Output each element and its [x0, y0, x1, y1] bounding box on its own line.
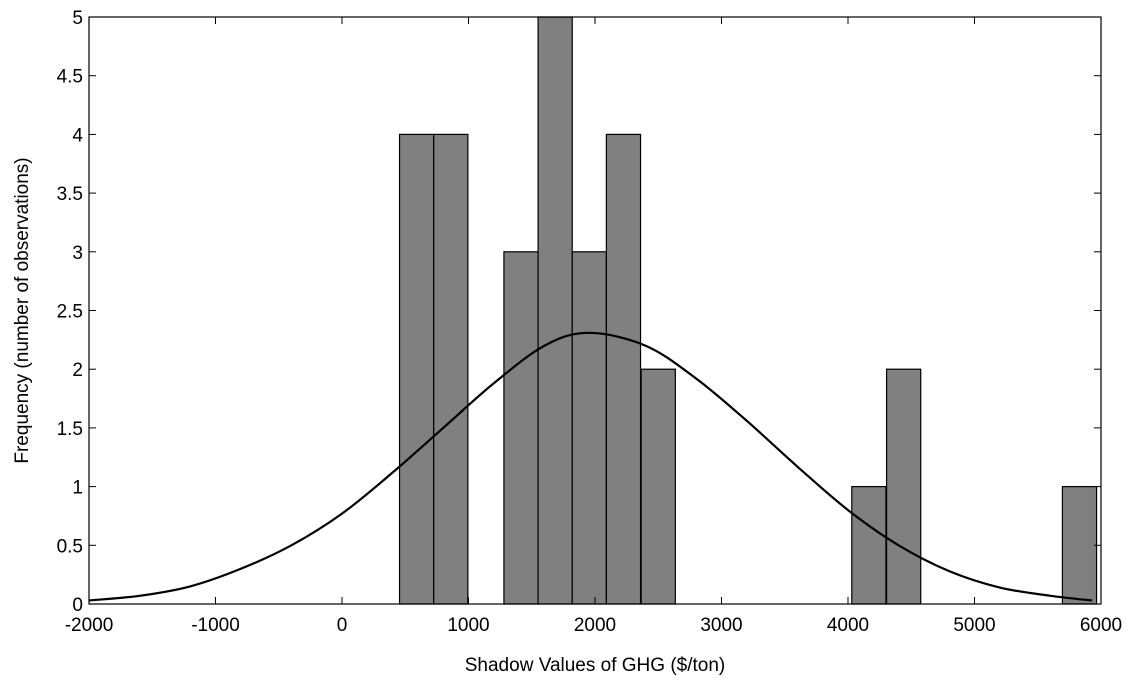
x-tick-label: 0	[337, 615, 348, 636]
x-tick-label: 5000	[953, 615, 995, 636]
y-tick-label: 4.5	[57, 67, 83, 88]
y-axis-label: Frequency (number of observations)	[12, 157, 33, 463]
histogram-bar	[503, 251, 539, 605]
y-tick-label: 1	[72, 478, 83, 499]
y-tick-labels: 0 0.5 1 1.5 2 2.5 3 3.5 4 4.5 5	[57, 8, 84, 616]
y-tick-label: 4	[72, 125, 83, 146]
histogram-bar	[1061, 486, 1098, 605]
histogram-bar	[571, 251, 607, 605]
x-tick-label: -1000	[191, 615, 240, 636]
y-tick-label: 0	[72, 595, 83, 616]
x-tick-label: 4000	[827, 615, 869, 636]
fit-curve-layer	[88, 331, 1093, 602]
normal-fit-curve	[88, 331, 1093, 602]
histogram-bar	[640, 368, 676, 605]
y-tick-label: 3	[72, 243, 83, 264]
y-tick-label: 5	[72, 8, 83, 29]
y-tick-label: 0.5	[57, 536, 83, 557]
axis-ticks	[88, 16, 1102, 605]
x-tick-label: -2000	[65, 615, 114, 636]
x-tick-label: 2000	[574, 615, 616, 636]
histogram-bar	[851, 486, 887, 605]
histogram-bar	[398, 133, 435, 605]
x-tick-label: 3000	[700, 615, 742, 636]
histogram-bar	[885, 368, 922, 605]
y-tick-label: 2	[72, 360, 83, 381]
y-tick-label: 3.5	[57, 184, 83, 205]
x-tick-label: 1000	[447, 615, 489, 636]
x-tick-label: 6000	[1080, 615, 1122, 636]
y-tick-label: 1.5	[57, 419, 83, 440]
histogram-bar	[433, 133, 469, 605]
histogram-bar	[605, 133, 642, 605]
x-axis-label: Shadow Values of GHG ($/ton)	[465, 655, 726, 676]
histogram-bars	[398, 16, 1098, 605]
x-tick-labels: -2000 -1000 0 1000 2000 3000 4000 5000 6000	[65, 615, 1122, 636]
histogram-bar	[537, 16, 573, 605]
y-tick-label: 2.5	[57, 302, 83, 323]
